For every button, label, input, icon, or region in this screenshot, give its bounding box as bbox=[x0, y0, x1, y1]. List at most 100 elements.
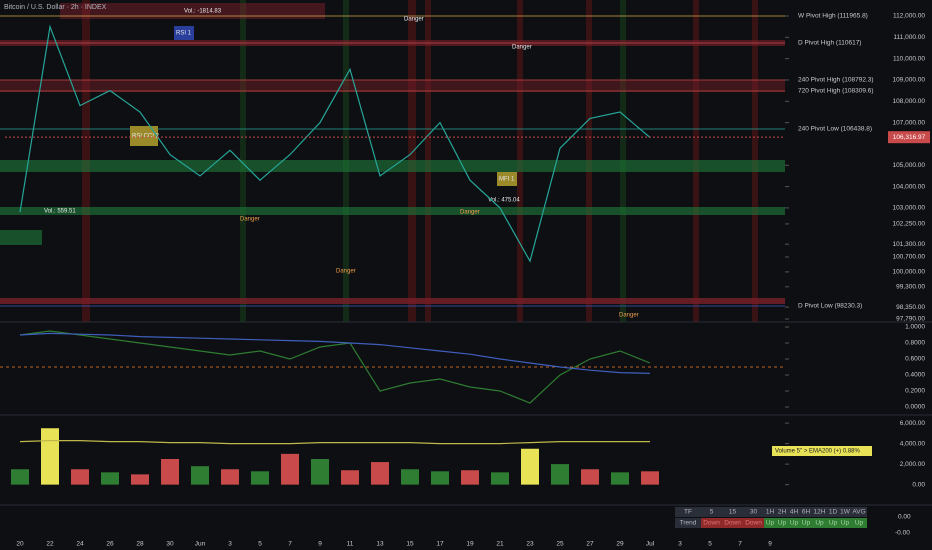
series-line bbox=[19, 330, 651, 404]
badge bbox=[497, 172, 517, 186]
volume-bar bbox=[431, 471, 449, 485]
table-value: Up bbox=[815, 520, 824, 527]
volume-bar bbox=[611, 472, 629, 485]
table-value: Up bbox=[790, 520, 799, 527]
table-cell bbox=[743, 507, 764, 517]
y-tick-label: 0.0000 bbox=[905, 404, 925, 411]
y-tick-label: 101,300.00 bbox=[892, 241, 925, 248]
note-box bbox=[772, 446, 872, 456]
x-tick-label: 29 bbox=[616, 541, 624, 548]
volume-bar bbox=[191, 466, 209, 485]
volume-bar bbox=[641, 471, 659, 485]
table-cell bbox=[722, 507, 743, 517]
annotation: Danger bbox=[619, 313, 639, 319]
pivot-label: 720 Pivot High (108309.6) bbox=[798, 88, 874, 95]
y-tick-label: 0.6000 bbox=[905, 356, 925, 363]
annotation: RSI 1 bbox=[176, 31, 192, 37]
x-tick-label: 25 bbox=[556, 541, 564, 548]
table-cell bbox=[675, 518, 701, 528]
table-cell bbox=[701, 507, 722, 517]
table-header: 1H bbox=[766, 509, 775, 516]
table-value: Up bbox=[855, 520, 864, 527]
x-tick-label: Jul bbox=[646, 541, 655, 548]
y-tick-label: 104,000.00 bbox=[892, 183, 925, 190]
volume-bar bbox=[251, 471, 269, 485]
x-tick-label: 28 bbox=[136, 541, 144, 548]
table-value: Down bbox=[703, 520, 720, 527]
table-header: 15 bbox=[729, 509, 737, 516]
series-line bbox=[19, 440, 650, 445]
volume-bar bbox=[221, 469, 239, 485]
y-tick-label: 4,000.00 bbox=[900, 440, 926, 447]
y-tick-label: 0.8000 bbox=[905, 340, 925, 347]
x-tick-label: 17 bbox=[436, 541, 444, 548]
table-cell bbox=[827, 518, 839, 528]
volume-bar bbox=[161, 459, 179, 485]
chart-title: Bitcoin / U.S. Dollar · 2h · INDEX bbox=[4, 4, 107, 11]
table-cell bbox=[851, 507, 867, 517]
y-tick-label: 6,000.00 bbox=[900, 420, 926, 427]
x-tick-label: 5 bbox=[258, 541, 262, 548]
volume-bar bbox=[401, 469, 419, 485]
x-tick-label: 5 bbox=[708, 541, 712, 548]
volume-bar bbox=[551, 464, 569, 485]
y-tick-label: 110,000.00 bbox=[893, 55, 925, 62]
table-value: Up bbox=[778, 520, 787, 527]
table-value: Trend bbox=[680, 520, 697, 527]
table-value: Up bbox=[829, 520, 838, 527]
x-tick-label: 3 bbox=[228, 541, 232, 548]
table-cell bbox=[839, 507, 851, 517]
volume-bar bbox=[371, 462, 389, 485]
pivot-label: 240 Pivot Low (106438.8) bbox=[798, 126, 872, 133]
y-tick-label: 105,000.00 bbox=[892, 162, 925, 169]
table-cell bbox=[812, 507, 827, 517]
y-tick-label: 0.00 bbox=[898, 514, 911, 521]
volume-bar bbox=[131, 474, 149, 485]
y-tick-label: 100,000.00 bbox=[892, 269, 925, 276]
table-cell bbox=[800, 507, 812, 517]
badge bbox=[130, 126, 158, 146]
table-header: 2H bbox=[778, 509, 787, 516]
table-cell bbox=[788, 507, 800, 517]
x-tick-label: Jun bbox=[195, 541, 206, 548]
table-cell bbox=[827, 507, 839, 517]
pivot-label: W Pivot High (111965.8) bbox=[798, 13, 868, 20]
volume-note: Volume 5" > EMA200 (+) 0.88% bbox=[775, 449, 861, 455]
pivot-label: D Pivot High (110617) bbox=[798, 40, 861, 47]
volume-bar bbox=[491, 472, 509, 485]
annotation: Danger bbox=[336, 269, 356, 275]
table-cell bbox=[764, 507, 776, 517]
y-tick-label: 2,000.00 bbox=[900, 461, 926, 468]
table-header: 4H bbox=[790, 509, 799, 516]
trend-table: TFTrend5Down15Down30Down1HUp2HUp4HUp6HUp… bbox=[675, 507, 867, 528]
annotation: Danger bbox=[512, 45, 532, 51]
y-tick-label: 103,000.00 bbox=[892, 205, 925, 212]
x-tick-label: 15 bbox=[406, 541, 414, 548]
pivot-label: D Pivot Low (98230.3) bbox=[798, 303, 862, 310]
table-value: Up bbox=[802, 520, 811, 527]
last-price-label: 106,316.97 bbox=[893, 134, 926, 141]
annotation: Danger bbox=[460, 210, 480, 216]
y-tick-label: -0.00 bbox=[895, 530, 910, 537]
annotation: RSI CCI 2 bbox=[132, 134, 160, 140]
table-value: Up bbox=[841, 520, 850, 527]
x-tick-label: 20 bbox=[16, 541, 24, 548]
volume-bar bbox=[581, 469, 599, 485]
x-tick-label: 9 bbox=[318, 541, 322, 548]
table-cell bbox=[812, 518, 827, 528]
table-value: Down bbox=[724, 520, 741, 527]
table-header: TF bbox=[684, 509, 692, 516]
volume-bar bbox=[311, 459, 329, 485]
x-tick-label: 23 bbox=[526, 541, 534, 548]
table-cell bbox=[776, 518, 788, 528]
annotation: Danger bbox=[240, 217, 260, 223]
x-tick-label: 19 bbox=[466, 541, 474, 548]
x-tick-label: 7 bbox=[288, 541, 292, 548]
table-cell bbox=[788, 518, 800, 528]
y-tick-label: 102,250.00 bbox=[892, 221, 925, 228]
y-tick-label: 0.4000 bbox=[905, 372, 925, 379]
x-tick-label: 22 bbox=[46, 541, 54, 548]
y-tick-label: 98,350.00 bbox=[896, 304, 925, 311]
table-cell bbox=[764, 518, 776, 528]
